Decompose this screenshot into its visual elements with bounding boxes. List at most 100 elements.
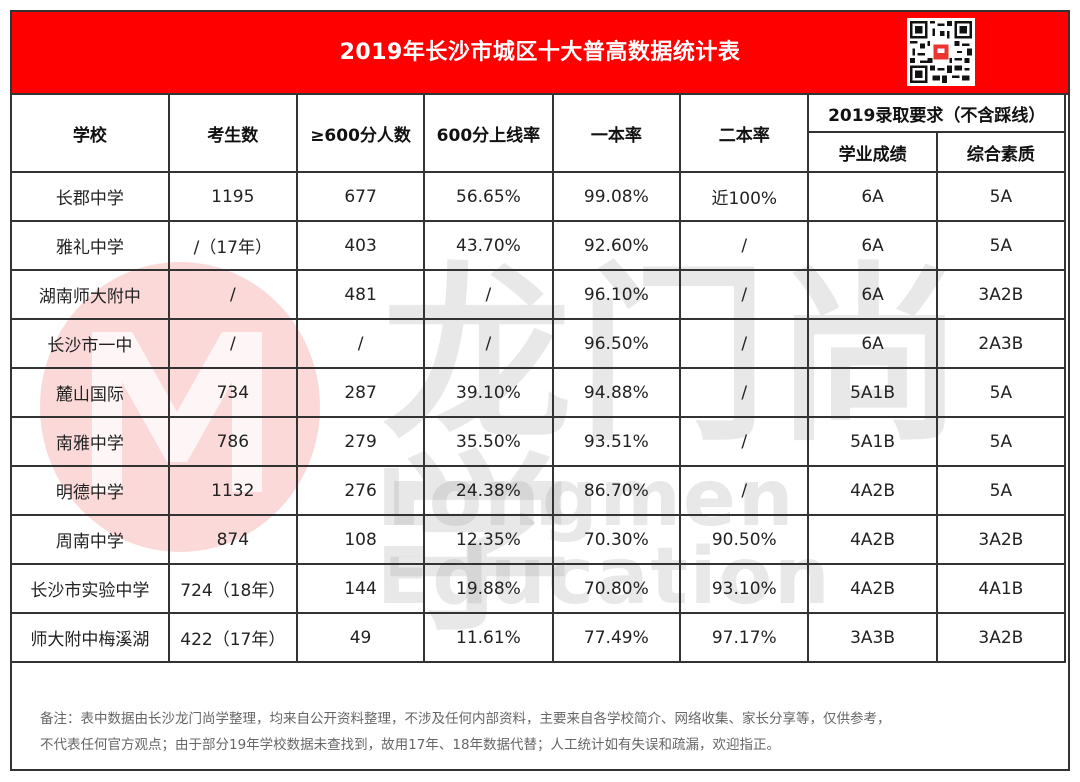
cell-tier1: 92.60% xyxy=(551,220,682,271)
table-row: 长沙市一中 / / / 96.50% / 6A 2A3B xyxy=(10,318,1067,369)
cell-tier2: 93.10% xyxy=(679,563,810,614)
cell-quality: 5A xyxy=(935,171,1067,222)
col-header-admission-group: 2019录取要求（不含踩线） xyxy=(807,93,1066,133)
cell-academic: 6A xyxy=(807,269,938,320)
page-title: 2019年长沙市城区十大普高数据统计表 xyxy=(339,40,741,65)
cell-academic: 5A1B xyxy=(807,367,938,418)
cell-academic: 4A2B xyxy=(807,465,938,516)
cell-candidates: 724（18年） xyxy=(167,563,298,614)
cell-quality: 2A3B xyxy=(935,318,1067,369)
col-header-tier2-rate: 二本率 xyxy=(679,93,810,173)
cell-candidates: 874 xyxy=(167,514,298,565)
cell-school: 明德中学 xyxy=(10,465,170,516)
col-header-school: 学校 xyxy=(10,93,170,173)
cell-rate600: / xyxy=(423,318,554,369)
qr-code-icon xyxy=(907,18,975,86)
cell-academic: 4A2B xyxy=(807,563,938,614)
cell-tier1: 96.10% xyxy=(551,269,682,320)
cell-academic: 4A2B xyxy=(807,514,938,565)
cell-over600: 279 xyxy=(295,416,426,467)
cell-school: 雅礼中学 xyxy=(10,220,170,271)
cell-rate600: 35.50% xyxy=(423,416,554,467)
cell-school: 湖南师大附中 xyxy=(10,269,170,320)
cell-over600: 287 xyxy=(295,367,426,418)
cell-academic: 6A xyxy=(807,220,938,271)
cell-academic: 3A3B xyxy=(807,612,938,663)
cell-tier1: 86.70% xyxy=(551,465,682,516)
cell-candidates: /（17年） xyxy=(167,220,298,271)
cell-school: 长沙市实验中学 xyxy=(10,563,170,614)
cell-tier2: / xyxy=(679,465,810,516)
cell-tier1: 77.49% xyxy=(551,612,682,663)
cell-academic: 5A1B xyxy=(807,416,938,467)
table-row: 雅礼中学 /（17年） 403 43.70% 92.60% / 6A 5A xyxy=(10,220,1067,271)
col-header-academic: 学业成绩 xyxy=(807,131,938,173)
cell-school: 师大附中梅溪湖 xyxy=(10,612,170,663)
cell-quality: 3A2B xyxy=(935,612,1067,663)
cell-over600: 677 xyxy=(295,171,426,222)
stats-sheet: 2019年长沙市城区十大普高数据统计表 xyxy=(10,10,1070,771)
cell-school: 南雅中学 xyxy=(10,416,170,467)
cell-over600: / xyxy=(295,318,426,369)
cell-rate600: 11.61% xyxy=(423,612,554,663)
cell-quality: 4A1B xyxy=(935,563,1067,614)
cell-academic: 6A xyxy=(807,171,938,222)
cell-tier1: 70.80% xyxy=(551,563,682,614)
cell-rate600: / xyxy=(423,269,554,320)
header-row: 学校 考生数 ≥600分人数 600分上线率 一本率 二本率 2019录取要求（… xyxy=(10,93,1066,173)
footnote-line-1: 备注：表中数据由长沙龙门尚学整理，均来自公开资料整理，不涉及任何内部资料，主要来… xyxy=(40,711,891,727)
cell-school: 麓山国际 xyxy=(10,367,170,418)
table-row: 明德中学 1132 276 24.38% 86.70% / 4A2B 5A xyxy=(10,465,1067,516)
col-header-quality: 综合素质 xyxy=(935,131,1067,173)
cell-school: 长郡中学 xyxy=(10,171,170,222)
col-header-rate600: 600分上线率 xyxy=(423,93,554,173)
cell-rate600: 43.70% xyxy=(423,220,554,271)
cell-school: 长沙市一中 xyxy=(10,318,170,369)
cell-quality: 3A2B xyxy=(935,514,1067,565)
cell-over600: 276 xyxy=(295,465,426,516)
cell-tier1: 96.50% xyxy=(551,318,682,369)
cell-rate600: 39.10% xyxy=(423,367,554,418)
cell-quality: 5A xyxy=(935,220,1067,271)
cell-quality: 5A xyxy=(935,465,1067,516)
cell-rate600: 12.35% xyxy=(423,514,554,565)
cell-tier2: / xyxy=(679,416,810,467)
table-row: 麓山国际 734 287 39.10% 94.88% / 5A1B 5A xyxy=(10,367,1067,418)
cell-over600: 144 xyxy=(295,563,426,614)
cell-candidates: 734 xyxy=(167,367,298,418)
cell-quality: 5A xyxy=(935,416,1067,467)
cell-quality: 5A xyxy=(935,367,1067,418)
cell-over600: 481 xyxy=(295,269,426,320)
cell-tier2: / xyxy=(679,220,810,271)
subheader-row: 学业成绩 综合素质 xyxy=(11,131,1067,173)
stats-table: 学校 考生数 ≥600分人数 600分上线率 一本率 二本率 2019录取要求（… xyxy=(10,93,1067,663)
cell-candidates: / xyxy=(167,318,298,369)
cell-tier2: 90.50% xyxy=(679,514,810,565)
cell-tier2: / xyxy=(679,269,810,320)
cell-candidates: 1132 xyxy=(167,465,298,516)
cell-school: 周南中学 xyxy=(10,514,170,565)
cell-over600: 49 xyxy=(295,612,426,663)
cell-tier1: 99.08% xyxy=(551,171,682,222)
cell-tier1: 93.51% xyxy=(551,416,682,467)
cell-tier2: / xyxy=(679,318,810,369)
cell-rate600: 56.65% xyxy=(423,171,554,222)
cell-candidates: 1195 xyxy=(167,171,298,222)
cell-tier2: 97.17% xyxy=(679,612,810,663)
table-row: 长郡中学 1195 677 56.65% 99.08% 近100% 6A 5A xyxy=(10,171,1067,222)
cell-rate600: 24.38% xyxy=(423,465,554,516)
cell-tier2: / xyxy=(679,367,810,418)
footnote: 备注：表中数据由长沙龙门尚学整理，均来自公开资料整理，不涉及任何内部资料，主要来… xyxy=(12,690,1068,769)
cell-candidates: 786 xyxy=(167,416,298,467)
cell-tier1: 94.88% xyxy=(551,367,682,418)
table-row: 周南中学 874 108 12.35% 70.30% 90.50% 4A2B 3… xyxy=(10,514,1067,565)
table-row: 师大附中梅溪湖 422（17年） 49 11.61% 77.49% 97.17%… xyxy=(10,612,1067,663)
table-row: 长沙市实验中学 724（18年） 144 19.88% 70.80% 93.10… xyxy=(10,563,1067,614)
cell-academic: 6A xyxy=(807,318,938,369)
col-header-candidates: 考生数 xyxy=(167,93,298,173)
cell-over600: 108 xyxy=(295,514,426,565)
table-row: 南雅中学 786 279 35.50% 93.51% / 5A1B 5A xyxy=(10,416,1067,467)
title-bar: 2019年长沙市城区十大普高数据统计表 xyxy=(12,12,1068,95)
cell-tier2: 近100% xyxy=(679,171,810,222)
col-header-tier1-rate: 一本率 xyxy=(551,93,682,173)
